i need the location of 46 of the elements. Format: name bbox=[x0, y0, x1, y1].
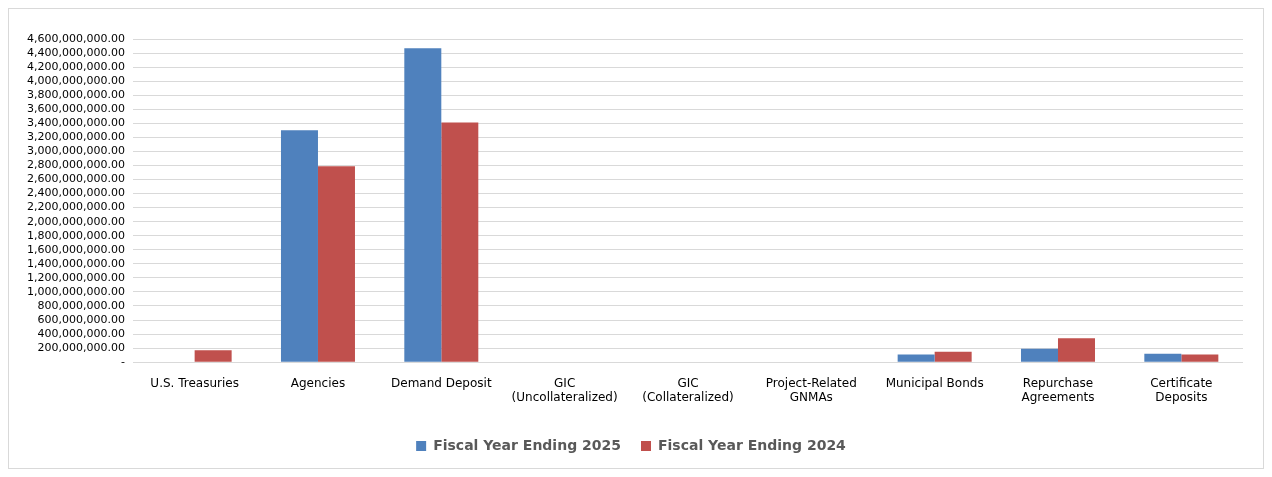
y-tick-label: 4,200,000,000.00 bbox=[27, 59, 125, 73]
y-tick-label: 4,600,000,000.00 bbox=[27, 31, 125, 45]
bar bbox=[317, 166, 355, 362]
y-tick-label: 2,000,000,000.00 bbox=[27, 214, 125, 228]
y-tick-label: 1,800,000,000.00 bbox=[27, 228, 125, 242]
bar bbox=[1020, 348, 1058, 362]
y-tick-label: 200,000,000.00 bbox=[37, 341, 125, 355]
y-tick-label: 1,600,000,000.00 bbox=[27, 242, 125, 256]
y-tick-label: 2,400,000,000.00 bbox=[27, 186, 125, 200]
x-tick-label: Demand Deposit bbox=[391, 375, 492, 390]
y-tick-label: - bbox=[120, 355, 125, 369]
bar bbox=[404, 48, 442, 362]
bar bbox=[280, 130, 318, 362]
legend-label: Fiscal Year Ending 2025 bbox=[433, 436, 622, 453]
y-tick-label: 1,000,000,000.00 bbox=[27, 284, 125, 298]
bar bbox=[441, 122, 479, 362]
x-tick-label: Project-Related GNMAs bbox=[765, 375, 857, 404]
y-tick-label: 400,000,000.00 bbox=[37, 326, 125, 340]
bar bbox=[1181, 354, 1219, 362]
y-tick-label: 1,400,000,000.00 bbox=[27, 256, 125, 270]
y-tick-label: 3,000,000,000.00 bbox=[27, 144, 125, 158]
y-tick-label: 3,400,000,000.00 bbox=[27, 116, 125, 130]
bar bbox=[897, 354, 935, 362]
y-tick-label: 3,200,000,000.00 bbox=[27, 130, 125, 144]
x-tick-label: Municipal Bonds bbox=[885, 375, 984, 390]
y-tick-label: 1,200,000,000.00 bbox=[27, 270, 125, 284]
x-tick-label: U.S. Treasuries bbox=[150, 375, 239, 390]
bar bbox=[934, 351, 972, 362]
y-tick-label: 4,000,000,000.00 bbox=[27, 74, 125, 88]
bar bbox=[1057, 338, 1095, 362]
y-tick-label: 4,400,000,000.00 bbox=[27, 45, 125, 59]
y-tick-label: 2,600,000,000.00 bbox=[27, 172, 125, 186]
y-tick-label: 600,000,000.00 bbox=[37, 312, 125, 326]
y-tick-label: 800,000,000.00 bbox=[37, 298, 125, 312]
y-tick-label: 3,800,000,000.00 bbox=[27, 88, 125, 102]
y-tick-label: 2,200,000,000.00 bbox=[27, 200, 125, 214]
x-tick-label: Repurchase Agreements bbox=[1021, 375, 1095, 404]
y-tick-label: 3,600,000,000.00 bbox=[27, 102, 125, 116]
x-tick-label: Certificate Deposits bbox=[1150, 375, 1213, 404]
y-tick-label: 2,800,000,000.00 bbox=[27, 158, 125, 172]
x-tick-label: GIC (Collateralized) bbox=[642, 375, 734, 404]
x-tick-label: Agencies bbox=[290, 375, 346, 390]
bar bbox=[1144, 353, 1182, 362]
bar bbox=[194, 350, 232, 362]
x-tick-label: GIC (Uncollateralized) bbox=[511, 375, 618, 404]
legend-label: Fiscal Year Ending 2024 bbox=[658, 436, 847, 453]
